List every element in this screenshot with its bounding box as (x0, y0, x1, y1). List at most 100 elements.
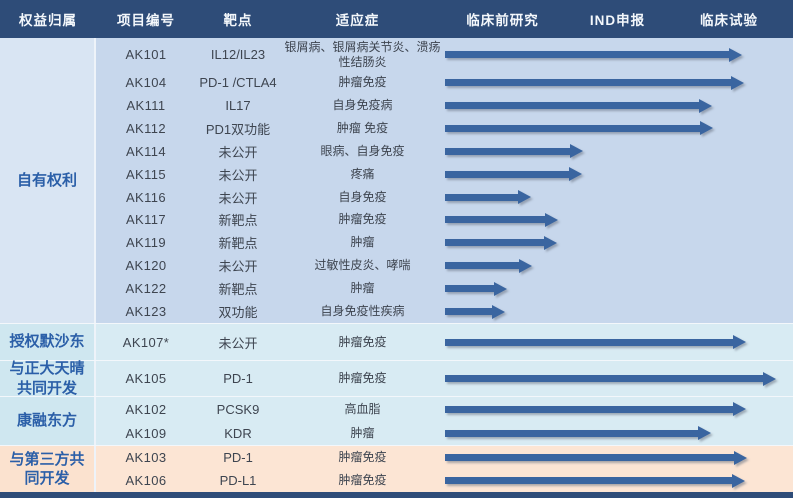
header-ind-filing: IND申报 (589, 13, 646, 28)
progress-arrow-cell (445, 144, 793, 159)
progress-arrow-body (445, 124, 700, 132)
target-name: PD-1 (223, 371, 253, 386)
progress-arrow-cell (445, 190, 793, 205)
progress-arrow-cell (445, 121, 793, 136)
table-row: AK114 未公开 眼病、自身免疫 (96, 140, 793, 163)
indication-text: 银屑病、银屑病关节炎、溃疡性结肠炎 (284, 39, 441, 69)
progress-arrow-body (445, 308, 492, 316)
progress-arrow-head-icon (763, 371, 776, 386)
table-row: AK105 PD-1 肿瘤免疫 (96, 361, 793, 396)
indication-text: 肿瘤免疫 (338, 75, 387, 90)
progress-arrow (445, 190, 531, 205)
indication-text: 肿瘤免疫 (338, 371, 387, 385)
progress-arrow-head-icon (734, 450, 747, 465)
progress-arrow-head-icon (519, 258, 532, 273)
progress-arrow-body (445, 170, 569, 178)
group-label: 康融东方 (0, 397, 96, 445)
header-clinical-trial: 临床试验 (700, 13, 758, 28)
indication-text: 自身免疫病 (332, 98, 393, 113)
progress-arrow-cell (445, 450, 793, 465)
pipeline-section: 自有权利 AK101 IL12/IL23 银屑病、银屑病关节炎、溃疡性结肠炎 AK104… (0, 38, 793, 323)
progress-arrow-body (445, 239, 544, 247)
pipeline-section: 康融东方 AK102 PCSK9 高血脂 AK109 KDR 肿瘤 (0, 396, 793, 445)
header-rights-ownership: 权益归属 (19, 13, 77, 28)
progress-arrow-cell (445, 335, 793, 349)
progress-arrow-cell (445, 167, 793, 182)
progress-arrow (445, 258, 532, 273)
project-code: AK112 (125, 120, 167, 136)
progress-arrow-cell (445, 371, 793, 386)
project-code: AK107* (122, 334, 170, 350)
group-label: 与正大天晴共同开发 (0, 360, 96, 397)
progress-arrow-head-icon (492, 304, 505, 319)
target-name: 未公开 (218, 144, 258, 160)
progress-arrow-head-icon (544, 235, 557, 250)
indication-text: 肿瘤 免疫 (336, 120, 389, 135)
progress-arrow-cell (445, 75, 793, 90)
indication-text: 肿瘤 (350, 235, 375, 250)
progress-arrow-head-icon (700, 121, 713, 136)
table-row: AK122 新靶点 肿瘤 (96, 277, 793, 300)
progress-arrow-body (445, 375, 763, 382)
table-row: AK103 PD-1 肿瘤免疫 (96, 446, 793, 469)
sections-container: 自有权利 AK101 IL12/IL23 银屑病、银屑病关节炎、溃疡性结肠炎 AK104… (0, 38, 793, 492)
progress-arrow (445, 167, 582, 182)
progress-arrow (445, 75, 744, 90)
group-label: 授权默沙东 (0, 324, 96, 360)
table-row: AK117 新靶点 肿瘤免疫 (96, 209, 793, 232)
progress-arrow-head-icon (733, 402, 746, 416)
progress-arrow-head-icon (494, 281, 507, 296)
progress-arrow-head-icon (733, 335, 746, 349)
progress-arrow (445, 473, 745, 488)
progress-arrow-body (445, 477, 732, 484)
target-name: 新靶点 (218, 213, 258, 229)
progress-arrow-head-icon (729, 47, 742, 62)
project-code: AK109 (125, 425, 167, 441)
table-row: AK116 未公开 自身免疫 (96, 186, 793, 209)
section-rows: AK101 IL12/IL23 银屑病、银屑病关节炎、溃疡性结肠炎 AK104 PD-1… (96, 38, 793, 323)
group-label: 与第三方共同开发 (0, 446, 96, 492)
progress-arrow-head-icon (699, 98, 712, 113)
progress-arrow-body (445, 262, 519, 270)
project-code: AK116 (125, 189, 167, 205)
table-row: AK111 IL17 自身免疫病 (96, 94, 793, 117)
progress-arrow-cell (445, 98, 793, 113)
project-code: AK103 (125, 450, 167, 465)
table-row: AK112 PD1双功能 肿瘤 免疫 (96, 117, 793, 140)
progress-arrow-cell (445, 235, 793, 250)
indication-text: 自身免疫性疾病 (320, 304, 405, 319)
indication-text: 肿瘤 (350, 425, 375, 440)
table-row: AK101 IL12/IL23 银屑病、银屑病关节炎、溃疡性结肠炎 (96, 38, 793, 71)
pipeline-section: 与第三方共同开发 AK103 PD-1 肿瘤免疫 AK106 PD-L1 肿瘤免疫 (0, 445, 793, 492)
target-name: 未公开 (218, 259, 258, 275)
progress-arrow-body (445, 405, 733, 413)
progress-arrow-cell (445, 426, 793, 440)
progress-arrow-cell (445, 281, 793, 296)
project-code: AK102 (125, 401, 167, 417)
project-code: AK123 (125, 304, 167, 320)
target-name: PCSK9 (216, 401, 260, 417)
progress-arrow-body (445, 102, 699, 110)
table-row: AK120 未公开 过敏性皮炎、哮喘 (96, 254, 793, 277)
progress-arrow (445, 426, 711, 440)
progress-arrow-body (445, 51, 729, 59)
group-label: 自有权利 (0, 38, 96, 323)
progress-arrow (445, 304, 505, 319)
progress-arrow-head-icon (545, 212, 558, 227)
progress-arrow-cell (445, 258, 793, 273)
pipeline-section: 与正大天晴共同开发 AK105 PD-1 肿瘤免疫 (0, 360, 793, 397)
indication-text: 肿瘤免疫 (338, 212, 387, 227)
progress-arrow (445, 98, 712, 113)
header-project-code: 项目编号 (117, 13, 175, 28)
project-code: AK106 (125, 473, 167, 488)
target-name: 未公开 (218, 167, 258, 183)
project-code: AK101 (125, 47, 167, 63)
progress-arrow-body (445, 79, 731, 87)
progress-arrow-cell (445, 47, 793, 62)
table-header-row: 权益归属 项目编号 靶点 适应症 临床前研究 IND申报 临床试验 (0, 0, 793, 38)
table-row: AK123 双功能 自身免疫性疾病 (96, 300, 793, 323)
progress-arrow-cell (445, 473, 793, 488)
section-rows: AK103 PD-1 肿瘤免疫 AK106 PD-L1 肿瘤免疫 (96, 446, 793, 492)
bottom-border-bar (0, 492, 793, 498)
target-name: 未公开 (218, 335, 258, 351)
